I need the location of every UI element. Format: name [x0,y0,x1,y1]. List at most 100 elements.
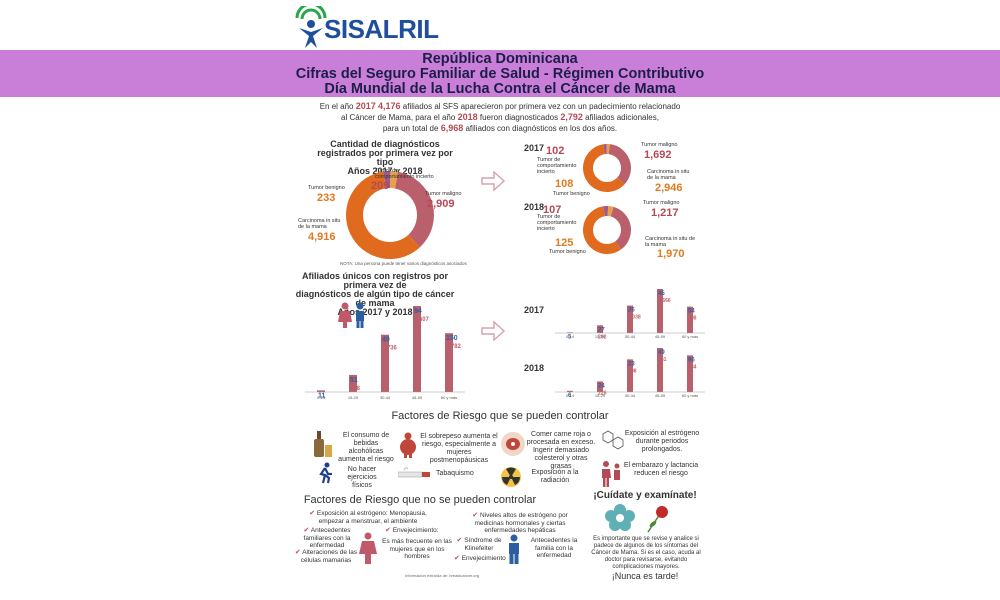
bar-category-label: 45-59 [412,395,423,400]
bar-value-blue: 5 [568,334,572,339]
bar [627,359,633,392]
donut-slice [603,206,609,217]
donut-main-value-maligno: 2,909 [427,198,455,210]
bottle-icon [314,431,332,457]
intro-text: afiliados adicionales, [585,113,659,122]
bar-category-label: 45-59 [655,334,666,339]
check-icon: ✔ [309,510,316,517]
donut-main-label-benigno: Tumor benigno [308,185,345,191]
risk-controllable-title: Factores de Riesgo que se pueden control… [391,410,609,422]
bar [413,306,421,392]
risk-estrogeno-text: Exposición al estrógeno durante periodos… [624,430,700,453]
donut-slice [346,171,420,259]
cta-footer: ¡Nunca es tarde! [611,571,679,581]
donut-2018-label-maligno: Tumor maligno [643,200,680,206]
donut-title-line: Años 2017 y 2018 [347,166,423,176]
donut-2017-value-maligno: 1,692 [644,149,672,161]
donut-slice [583,144,625,192]
bar [381,334,389,392]
intro-year-2017: 2017 [355,101,376,111]
donut-slice [390,171,399,189]
bar-value-blue: 49 [658,350,665,356]
cigarette-icon [398,467,430,478]
bar-value-blue: 150 [446,335,458,342]
bar-value-red: 941 [658,357,667,363]
donut-main-label-incierto: Tumor de comportamiento incierto [375,168,434,180]
uncontrol-item-8: ✔ Envejecimiento [454,555,506,563]
bar-value-blue: 24 [598,383,605,389]
uncontrol-item-text: Antecedentes la familia con la enfermeda… [530,537,578,559]
intro-count-2018: 2,792 [560,112,583,122]
logo-text: SISALRIL [324,14,439,44]
bar [349,374,357,392]
bars-2018-year: 2018 [524,363,545,373]
donut-2017-label-incierto: Tumor de comportamiento incierto [537,157,577,175]
uncontrol-item-6: ✔ Síndrome de Klinefelter [454,537,504,552]
meat-icon [501,432,525,456]
risk-alcohol-text: El consumo de bebidas alcohólicas aument… [338,432,394,463]
bar-value-red: 2,607 [414,317,430,323]
bar-value-blue: 49 [382,337,390,344]
bars-2017-year: 2017 [524,305,545,315]
bar-chart-2018: 6250-142422615-292369830-444994145-59967… [555,348,705,398]
donut-main-chart [346,171,434,259]
bar-value-blue: 96 [688,357,695,363]
donut-2017-chart [583,144,631,192]
bar-chart-2017: 5250-142729215-29261,03830-44451,66645-5… [555,289,705,339]
people-icon [338,302,364,328]
bar-value-red: 292 [598,334,607,339]
uncontrol-item-text: Envejecimiento: [392,527,439,534]
donut-slice [603,144,607,155]
donut-2018-value-maligno: 1,217 [651,207,679,219]
pregnancy-icon [602,461,620,487]
check-icon: ✔ [472,512,479,519]
cta-title: ¡Cuídate y examínate! [593,490,697,501]
bar-value-blue: 6 [568,393,572,398]
source-text: Información extraída de: breastcancer.or… [405,573,480,578]
donut-title-line: Cantidad de diagnósticos [330,139,440,149]
risk-tabaco-text: Tabaquismo [436,470,474,477]
donut-main-note: NOTA: Una persona puede tener varios dia… [340,261,467,266]
bar-value-red: 998 [688,316,697,322]
donut-slice [607,206,614,217]
bar-value-blue: 27 [598,327,605,333]
bar-value-blue: 26 [628,308,635,314]
risk-sobrepeso-text: El sobrepeso aumenta el riesgo, especial… [420,433,498,464]
uncontrol-item-1: ✔ Exposición al estrógeno: Menopausia, e… [298,510,438,525]
bar-category-label: 30-44 [380,395,391,400]
risk-embarazo-text: El embarazo y lactancia reducen el riesg… [623,462,699,477]
bars-title-line: Afiliados únicos con registros por prime… [301,271,449,290]
bar-value-red: 1,038 [628,315,641,321]
check-icon: ✔ [385,527,391,534]
bar-value-red: 518 [350,386,361,392]
donut-slice [394,171,434,248]
bars-title-line: Años 2017 y 2018 [337,307,413,317]
bar-category-label: 60 y más [682,334,698,339]
uncontrol-item-5: ✔ Niveles altos de estrógeno por medicin… [464,512,576,535]
donut-2018-year: 2018 [524,202,545,212]
uncontrol-item-7: Antecedentes la familia con la enfermeda… [524,537,584,560]
arrow-right-icon [481,170,506,192]
donut-title-line: registrados por primera vez por tipo [317,148,453,167]
donut-main-title: Cantidad de diagnósticos registrados por… [315,140,455,176]
flower-icon [605,504,635,531]
bar [317,390,325,392]
header-line-3: Día Mundial de la Lucha Contra el Cáncer… [324,81,676,97]
bar-value-blue: 94 [414,308,422,315]
donut-2017-value-benigno: 108 [555,178,574,190]
donut-slice [610,206,631,250]
check-icon: ✔ [454,555,460,562]
bar-chart-main: 11500-145151815-29491,73630-44942,60745-… [305,306,465,400]
bar-value-blue: 11 [318,392,326,399]
overweight-icon [400,432,416,458]
bar-category-label: 15-29 [595,334,606,339]
radiation-icon [501,467,521,487]
bar-category-label: 30-44 [625,334,636,339]
bar-value-blue: 51 [350,377,358,384]
bar-category-label: 15-29 [348,395,359,400]
bars-title-line: diagnósticos de algún tipo de cáncer de … [295,289,455,308]
rose-icon [647,506,668,533]
check-icon: ✔ [303,527,310,534]
header-line-1: República Dominicana [422,51,578,67]
donut-slice [606,144,610,155]
